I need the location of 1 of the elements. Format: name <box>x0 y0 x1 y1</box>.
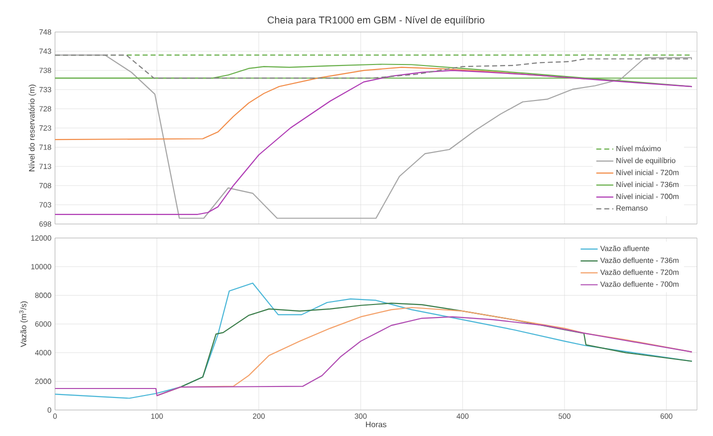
chart-title: Cheia para TR1000 em GBM - Nível de equilíbrio <box>268 16 484 26</box>
